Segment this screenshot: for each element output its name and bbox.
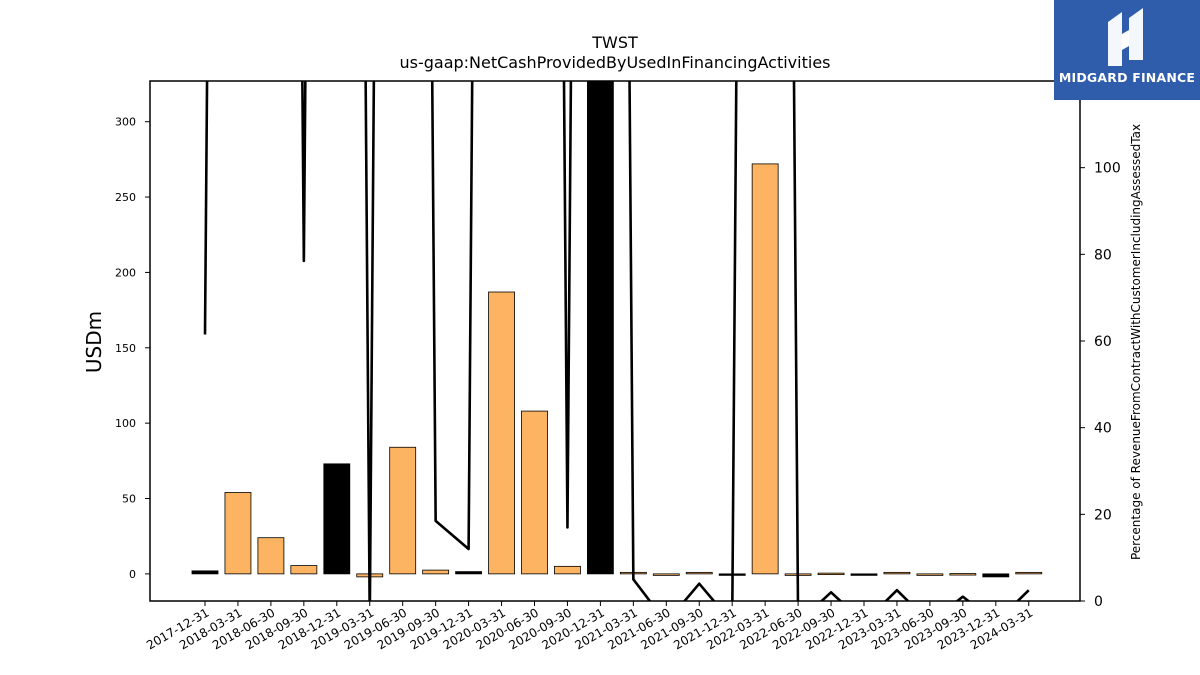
bar <box>587 81 614 575</box>
bar <box>323 463 351 575</box>
bar <box>554 565 581 575</box>
y2-tick-label: 0 <box>1094 594 1103 610</box>
bar <box>521 410 548 575</box>
brand-logo: MIDGARD FINANCE <box>1054 0 1200 100</box>
percentage-line <box>203 81 1030 601</box>
bar <box>191 570 219 575</box>
bar <box>949 573 977 576</box>
y-tick-label: 300 <box>115 116 136 129</box>
bar <box>1015 571 1043 575</box>
y-tick-label: 50 <box>122 493 136 506</box>
bar <box>817 572 845 576</box>
y2-axis-label: Percentage of RevenueFromContractWithCus… <box>1129 124 1143 560</box>
chart-subtitle: us-gaap:NetCashProvidedByUsedInFinancing… <box>399 53 830 72</box>
chart-title: TWST <box>591 33 638 52</box>
logo-mark-icon <box>1108 8 1143 66</box>
bar <box>224 492 252 575</box>
y-axis-label: USDm <box>82 311 106 373</box>
bar <box>389 446 417 575</box>
bar <box>488 291 515 575</box>
bar <box>982 573 1010 578</box>
y-tick-label: 150 <box>115 342 136 355</box>
bar <box>850 573 878 576</box>
bar <box>652 573 680 576</box>
y2-tick-label: 60 <box>1094 334 1112 350</box>
bar <box>257 537 285 575</box>
y-tick-label: 250 <box>115 191 136 204</box>
logo-text: MIDGARD FINANCE <box>1058 70 1196 85</box>
bar <box>290 565 318 575</box>
plot-frame <box>149 80 1081 602</box>
y-tick-label: 0 <box>129 568 136 581</box>
bar <box>422 569 450 575</box>
bar <box>916 573 944 576</box>
y-tick-label: 200 <box>115 266 136 279</box>
bar <box>751 163 779 575</box>
y2-tick-label: 40 <box>1094 421 1112 437</box>
y2-tick-label: 80 <box>1094 247 1112 263</box>
bar <box>883 571 911 575</box>
y-tick-label: 100 <box>115 417 136 430</box>
bar <box>685 571 713 575</box>
y2-tick-label: 100 <box>1094 161 1121 177</box>
y2-tick-label: 20 <box>1094 507 1112 523</box>
bar <box>455 571 483 575</box>
